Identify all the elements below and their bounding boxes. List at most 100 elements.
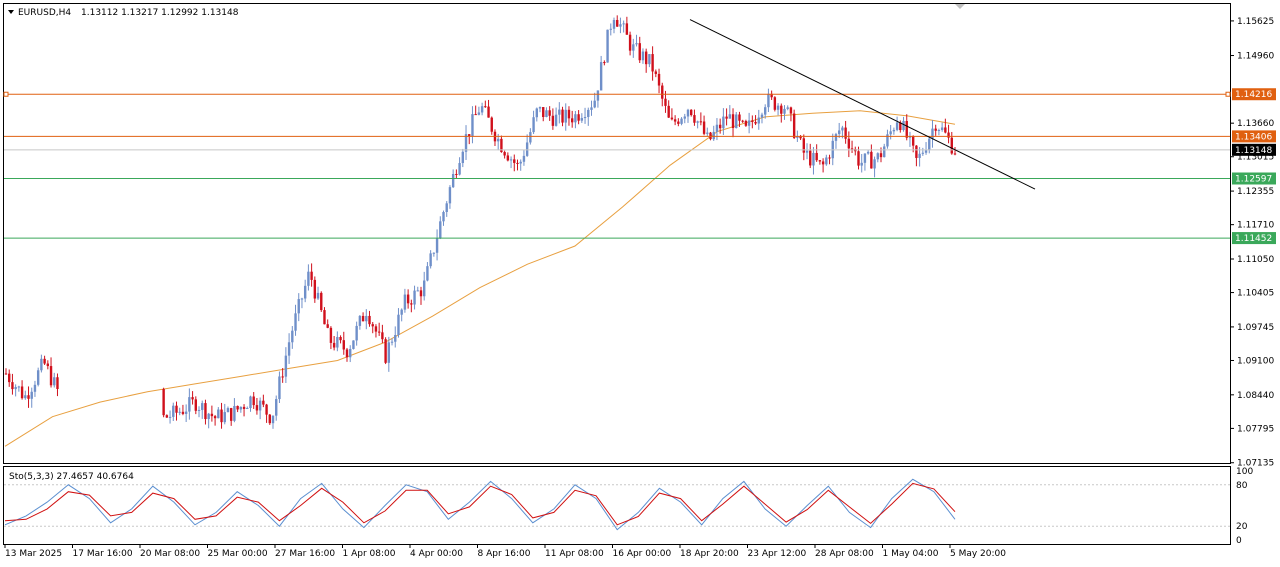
candle-body [699, 121, 703, 123]
time-axis[interactable]: 13 Mar 2025 17 Mar 16:00 20 Mar 08:00 25 Ma… [4, 544, 1006, 559]
candle-body [33, 384, 37, 392]
candle-body [751, 120, 754, 122]
candle-body [628, 34, 632, 51]
time-tick-label: 8 Apr 16:00 [478, 549, 531, 559]
candle-body [223, 412, 226, 423]
candle-body [496, 138, 500, 142]
candle-body [320, 292, 323, 311]
candle-body [940, 127, 944, 131]
candle-body [780, 105, 783, 114]
candle-body [802, 138, 806, 153]
price-tick-label: 1.09100 [1237, 356, 1274, 366]
collapse-triangle-icon[interactable] [8, 10, 14, 14]
candle-body [455, 173, 458, 175]
candle-body [291, 330, 294, 343]
candle-body [474, 114, 477, 116]
candle-body [165, 415, 169, 418]
candle-body [870, 151, 873, 169]
oscillator-axis: 100 80 20 0 [1236, 467, 1253, 546]
candle-body [561, 109, 564, 123]
candle-body [895, 122, 899, 130]
price-axis[interactable]: 1.15625 1.14960 1.13660 1.13015 1.12355 1.117… [1230, 17, 1274, 469]
candle-body [36, 370, 40, 385]
candle-body [686, 109, 690, 117]
time-tick-label: 18 Apr 20:00 [680, 549, 739, 559]
candle-body [596, 90, 600, 101]
candle-body [271, 415, 275, 424]
candle-body [706, 132, 709, 134]
time-tick-label: 25 Mar 00:00 [208, 549, 268, 559]
candle-body [603, 62, 606, 64]
oscillator-label: Sto(5,3,3) 27.4657 40.6764 [9, 472, 134, 482]
candle-body [265, 404, 268, 415]
candle-body [323, 310, 326, 325]
candle-body [201, 403, 204, 410]
candle-body [744, 120, 748, 126]
candle-body [500, 138, 503, 153]
candle-body [56, 377, 59, 389]
candle-body [27, 395, 30, 399]
candle-body [648, 54, 651, 65]
candle-body [365, 315, 368, 322]
time-tick-label: 1 Apr 08:00 [343, 549, 396, 559]
oscillator-level-label: 80 [1236, 481, 1248, 491]
price-tick-label: 1.11710 [1237, 221, 1274, 231]
candle-body [233, 405, 236, 421]
candle-body [509, 159, 513, 161]
chart-header-ohlc: 1.13112 1.13217 1.12992 1.13148 [81, 8, 239, 18]
candle-body [249, 396, 252, 409]
resistance-1-handle-left[interactable] [3, 91, 9, 97]
candle-body [355, 325, 358, 341]
candle-body [358, 315, 362, 326]
candle-body [294, 313, 297, 331]
time-tick-label: 23 Apr 12:00 [748, 549, 807, 559]
support-1-badge-label: 1.12597 [1235, 174, 1272, 184]
candle-body [776, 105, 780, 110]
price-tick-label: 1.12355 [1237, 187, 1274, 197]
candle-body [336, 337, 339, 348]
candle-body [384, 339, 387, 363]
chart-shift-marker-icon[interactable] [955, 4, 965, 9]
resistance-2-badge [1232, 130, 1276, 143]
candle-body [226, 408, 230, 413]
price-tick-label: 1.07795 [1237, 424, 1274, 434]
candle-body [712, 131, 715, 140]
resistance-1-handle-right[interactable] [1225, 91, 1231, 97]
candle-body [313, 279, 317, 299]
candle-body [181, 411, 185, 414]
candle-body [461, 151, 465, 164]
candle-body [188, 397, 191, 412]
descending-trendline[interactable] [689, 19, 1036, 190]
candle-body [718, 124, 722, 129]
candle-body [702, 121, 706, 134]
candle-body [400, 309, 403, 315]
candle-body [471, 114, 474, 137]
candle-body [693, 115, 696, 123]
candle-body [435, 238, 439, 253]
candle-body [345, 349, 349, 358]
candle-body [638, 43, 641, 61]
candle-body [416, 290, 419, 292]
candle-body [4, 373, 8, 375]
candle-body [651, 54, 654, 72]
candle-body [837, 130, 841, 135]
candle-body [419, 290, 423, 297]
price-tick-label: 1.14960 [1237, 52, 1274, 62]
price-lines-layer[interactable]: 1.14216 1.13406 1.13148 1.12597 1.11452 [3, 88, 1276, 245]
trendline-layer[interactable] [689, 19, 1036, 190]
candle-body [477, 112, 481, 115]
candle-body [747, 120, 751, 126]
candle-body [307, 271, 310, 286]
candle-body [542, 107, 545, 118]
candle-body [377, 331, 381, 333]
candle-body [796, 136, 799, 138]
candle-body [442, 212, 445, 222]
candle-body [490, 117, 493, 132]
price-tick-label: 1.07135 [1237, 459, 1274, 469]
candle-body [715, 124, 719, 132]
candle-body [413, 290, 416, 305]
candle-body [889, 131, 892, 135]
candle-body [220, 409, 223, 423]
candle-body [332, 342, 336, 348]
main-pane-border [3, 3, 1231, 464]
